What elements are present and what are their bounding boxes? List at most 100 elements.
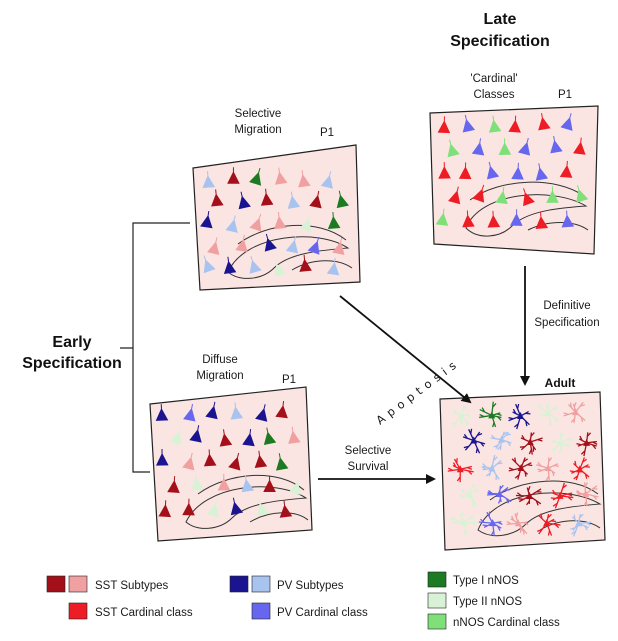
neuron-icon xyxy=(458,162,472,180)
selective-age: P1 xyxy=(320,127,334,139)
late-spec-heading-2: Specification xyxy=(450,33,550,50)
neuron-icon xyxy=(327,212,341,230)
mature-neuron-icon xyxy=(563,401,586,424)
neuron-icon xyxy=(211,189,224,207)
neuron-icon xyxy=(498,138,512,155)
mature-neuron-icon xyxy=(576,432,598,457)
neuron-icon xyxy=(332,237,345,255)
neuron-icon xyxy=(241,474,255,493)
neuron-icon xyxy=(535,163,549,181)
mature-neuron-icon xyxy=(447,458,474,483)
neuron-icon xyxy=(288,477,302,495)
neuron-icon xyxy=(167,476,180,494)
neuron-icon xyxy=(230,497,244,516)
legend-swatch-sst-cardinal xyxy=(68,602,88,620)
diffuse-label-2: Migration xyxy=(196,370,243,382)
neuron-icon xyxy=(169,427,182,446)
neuron-icon xyxy=(576,185,589,203)
neuron-icon xyxy=(550,135,563,154)
neuron-icon xyxy=(223,256,237,274)
cardinal-age: P1 xyxy=(558,89,572,101)
legend-swatch-nnos-cardinal xyxy=(427,613,447,630)
neuron-icon xyxy=(573,137,586,155)
neuron-icon xyxy=(287,191,301,209)
definitive-label-2: Specification xyxy=(534,317,599,329)
mature-neuron-icon xyxy=(570,513,592,537)
legend-swatch-pv-cardinal xyxy=(251,602,271,620)
neuron-icon xyxy=(326,258,340,276)
mature-neuron-icon xyxy=(490,431,512,451)
neuron-icon xyxy=(242,428,255,447)
mature-neuron-icon xyxy=(508,457,533,480)
neuron-icon xyxy=(203,449,217,467)
neuron-icon xyxy=(320,171,334,189)
cardinal-label-2: Classes xyxy=(474,89,515,101)
neuron-icon xyxy=(206,499,219,518)
legend-swatch-type1 xyxy=(427,571,447,588)
mature-neuron-icon xyxy=(536,402,560,426)
adult-neurons xyxy=(447,401,599,537)
legend: SST Subtypes SST Cardinal class PV Subty… xyxy=(46,571,560,630)
survival-label-2: Survival xyxy=(348,461,389,473)
diffuse-age: P1 xyxy=(282,374,296,386)
mature-neuron-icon xyxy=(508,403,531,430)
neuron-icon xyxy=(155,404,169,421)
mature-neuron-icon xyxy=(519,432,543,455)
neuron-icon xyxy=(517,137,531,156)
neuron-icon xyxy=(182,452,195,471)
neuron-icon xyxy=(437,116,451,134)
neuron-icon xyxy=(274,167,288,185)
neuron-icon xyxy=(285,235,299,254)
neuron-icon xyxy=(235,234,248,253)
neuron-icon xyxy=(225,215,238,233)
mature-neuron-icon xyxy=(481,454,503,480)
neuron-icon xyxy=(158,500,172,518)
neuron-icon xyxy=(191,473,204,491)
neuron-icon xyxy=(435,208,449,226)
neuron-icon xyxy=(217,473,231,491)
neuron-icon xyxy=(538,112,551,131)
legend-swatch-sst-light xyxy=(68,575,88,593)
legend-swatch-type2 xyxy=(427,592,447,609)
mature-neuron-icon xyxy=(515,486,542,506)
neuron-icon xyxy=(254,450,268,468)
early-spec-bracket xyxy=(120,222,190,473)
mature-neuron-icon xyxy=(506,512,529,535)
mature-neuron-icon xyxy=(478,511,503,537)
neuron-icon xyxy=(279,500,293,518)
mature-neuron-icon xyxy=(550,432,573,454)
cardinal-class-neurons xyxy=(435,112,589,230)
neuron-icon xyxy=(336,190,350,209)
legend-label-sst-subtypes: SST Subtypes xyxy=(95,580,169,592)
diffuse-label-1: Diffuse xyxy=(202,354,238,366)
neuron-icon xyxy=(203,255,216,274)
selective-migration-neurons xyxy=(200,167,350,278)
neuron-icon xyxy=(462,114,476,133)
neuron-icon xyxy=(249,213,262,232)
neuron-icon xyxy=(189,425,202,443)
legend-label-pv-cardinal: PV Cardinal class xyxy=(277,607,368,619)
neuron-icon xyxy=(307,236,320,255)
mature-neuron-icon xyxy=(569,457,591,481)
legend-label-nnos-cardinal: nNOS Cardinal class xyxy=(453,617,560,629)
mature-neuron-icon xyxy=(550,482,574,509)
neuron-icon xyxy=(472,184,485,203)
neuron-icon xyxy=(487,210,501,228)
neuron-icon xyxy=(249,256,262,274)
mature-neuron-icon xyxy=(537,513,561,536)
neuron-icon xyxy=(257,498,270,517)
neuron-icon xyxy=(202,171,216,189)
neuron-icon xyxy=(264,233,277,252)
neuron-icon xyxy=(299,254,312,272)
neuron-icon xyxy=(559,160,573,178)
neuron-icon xyxy=(183,404,196,422)
mature-neuron-icon xyxy=(462,428,486,454)
definitive-label-1: Definitive xyxy=(543,300,590,312)
neuron-icon xyxy=(511,162,524,180)
legend-swatch-pv-light xyxy=(251,575,271,593)
legend-swatch-sst-dark xyxy=(46,575,66,593)
late-spec-heading-1: Late xyxy=(484,11,517,28)
panel-diffuse-migration xyxy=(149,386,313,542)
neuron-icon xyxy=(299,214,312,232)
